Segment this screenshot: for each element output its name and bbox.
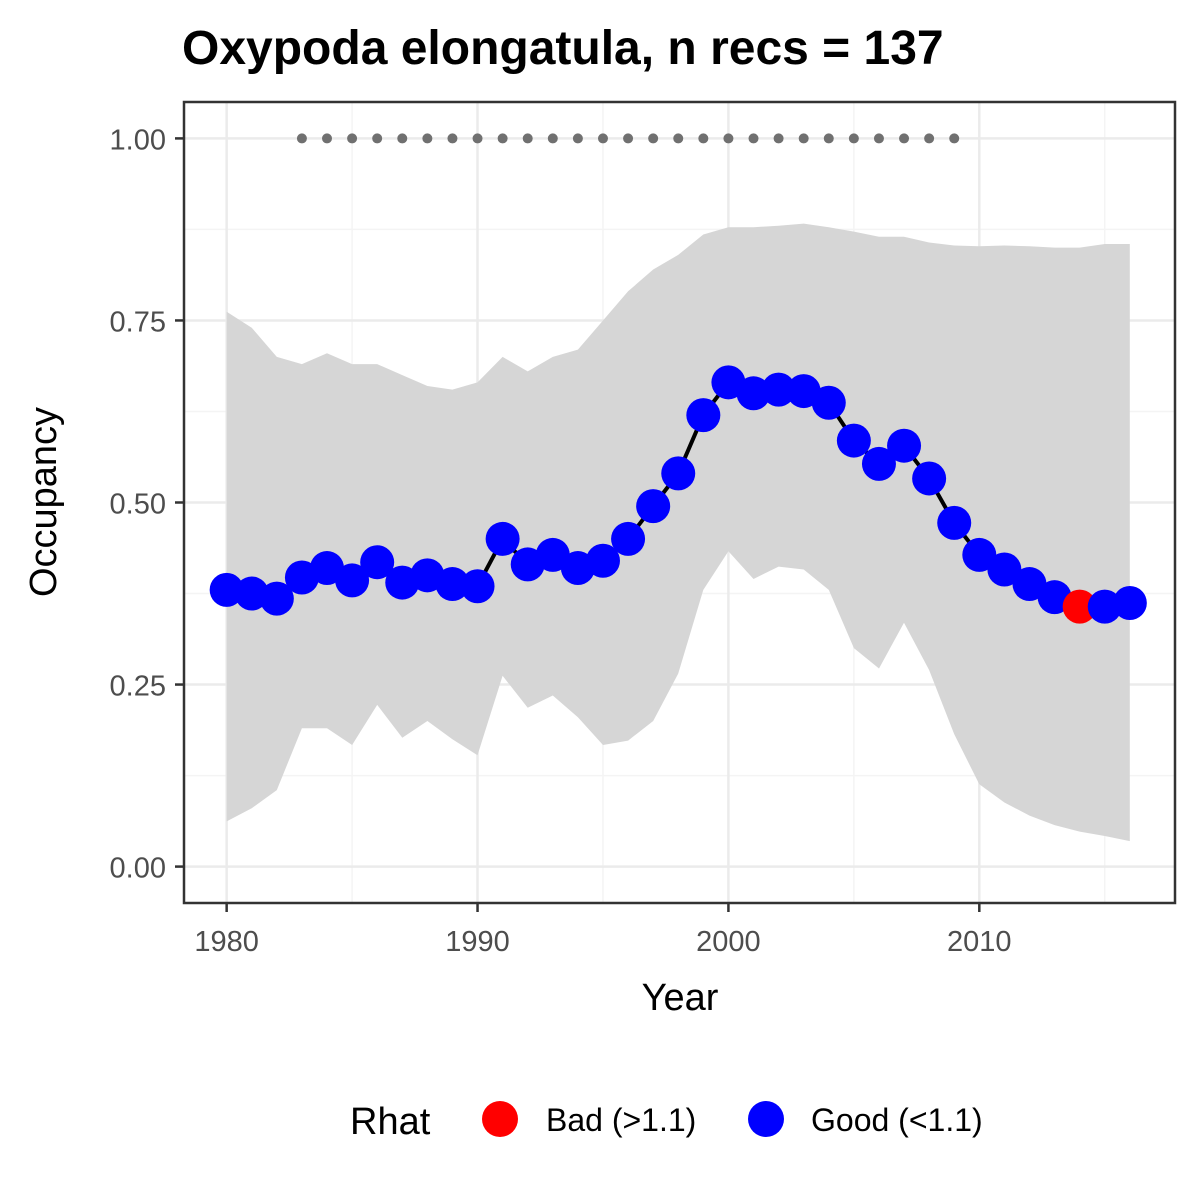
record-year-dot	[547, 133, 558, 144]
x-tick-label: 1990	[445, 926, 510, 958]
record-year-dot	[899, 133, 910, 144]
confidence-band	[226, 223, 1130, 842]
y-tick-label: 0.25	[110, 671, 166, 703]
x-tick-label: 2010	[947, 926, 1012, 958]
occupancy-point-good	[861, 446, 896, 481]
record-year-dot	[773, 133, 784, 144]
chart-title: Oxypoda elongatula, n recs = 137	[182, 22, 944, 75]
record-year-dot	[322, 133, 333, 144]
record-year-dot	[597, 133, 608, 144]
record-year-dot	[823, 133, 834, 144]
occupancy-point-good	[335, 563, 370, 598]
record-year-dot	[296, 133, 307, 144]
occupancy-point-good	[585, 543, 620, 578]
record-year-dot	[798, 133, 809, 144]
occupancy-point-good	[1087, 589, 1122, 624]
occupancy-point-good	[1012, 567, 1047, 602]
record-year-dot	[447, 133, 458, 144]
record-year-dot	[873, 133, 884, 144]
legend-swatch	[482, 1101, 518, 1137]
legend-swatch	[748, 1101, 784, 1137]
legend-title: Rhat	[350, 1101, 431, 1143]
occupancy-point-good	[310, 551, 345, 586]
y-tick-label: 0.00	[110, 853, 166, 885]
occupancy-point-good	[485, 521, 520, 556]
record-year-dot	[572, 133, 583, 144]
occupancy-point-good	[686, 398, 721, 433]
legend: Rhat Bad (>1.1) Good (<1.1)	[350, 1101, 983, 1143]
occupancy-point-good	[937, 505, 972, 540]
record-year-dot	[372, 133, 383, 144]
occupancy-point-good	[811, 385, 846, 420]
x-tick-label: 1980	[194, 926, 259, 958]
occupancy-point-good	[887, 428, 922, 463]
occupancy-point-good	[836, 423, 871, 458]
occupancy-point-good	[209, 572, 244, 607]
legend-label: Bad (>1.1)	[546, 1102, 696, 1138]
record-years-dots	[296, 133, 960, 144]
occupancy-point-good	[460, 569, 495, 604]
record-year-dot	[522, 133, 533, 144]
occupancy-point-good	[987, 552, 1022, 587]
occupancy-point-good	[736, 376, 771, 411]
record-year-dot	[472, 133, 483, 144]
record-year-dot	[748, 133, 759, 144]
x-axis-ticks: 1980 1990 2000 2010	[194, 903, 1012, 958]
occupancy-points	[209, 365, 1147, 624]
occupancy-point-good	[259, 581, 294, 616]
occupancy-point-bad	[1062, 589, 1097, 624]
record-year-dot	[924, 133, 935, 144]
occupancy-point-good	[661, 456, 696, 491]
occupancy-point-good	[435, 567, 470, 602]
occupancy-point-good	[611, 521, 646, 556]
x-axis-title: Year	[642, 977, 719, 1019]
occupancy-point-good	[636, 489, 671, 524]
record-year-dot	[422, 133, 433, 144]
record-year-dot	[648, 133, 659, 144]
record-year-dot	[497, 133, 508, 144]
occupancy-point-good	[912, 461, 947, 496]
record-year-dot	[673, 133, 684, 144]
legend-label: Good (<1.1)	[811, 1102, 983, 1138]
y-tick-label: 0.50	[110, 489, 166, 521]
record-year-dot	[698, 133, 709, 144]
record-year-dot	[347, 133, 358, 144]
occupancy-point-good	[761, 372, 796, 407]
record-year-dot	[623, 133, 634, 144]
x-tick-label: 2000	[696, 926, 761, 958]
record-year-dot	[949, 133, 960, 144]
record-year-dot	[723, 133, 734, 144]
y-axis-title: Occupancy	[23, 407, 65, 597]
y-tick-label: 1.00	[110, 124, 166, 156]
y-tick-label: 0.75	[110, 306, 166, 338]
occupancy-point-good	[962, 537, 997, 572]
record-year-dot	[848, 133, 859, 144]
y-axis-ticks: 0.00 0.25 0.50 0.75 1.00	[110, 124, 184, 885]
occupancy-point-good	[1112, 585, 1147, 620]
occupancy-point-good	[360, 545, 395, 580]
record-year-dot	[397, 133, 408, 144]
occupancy-point-good	[535, 537, 570, 572]
